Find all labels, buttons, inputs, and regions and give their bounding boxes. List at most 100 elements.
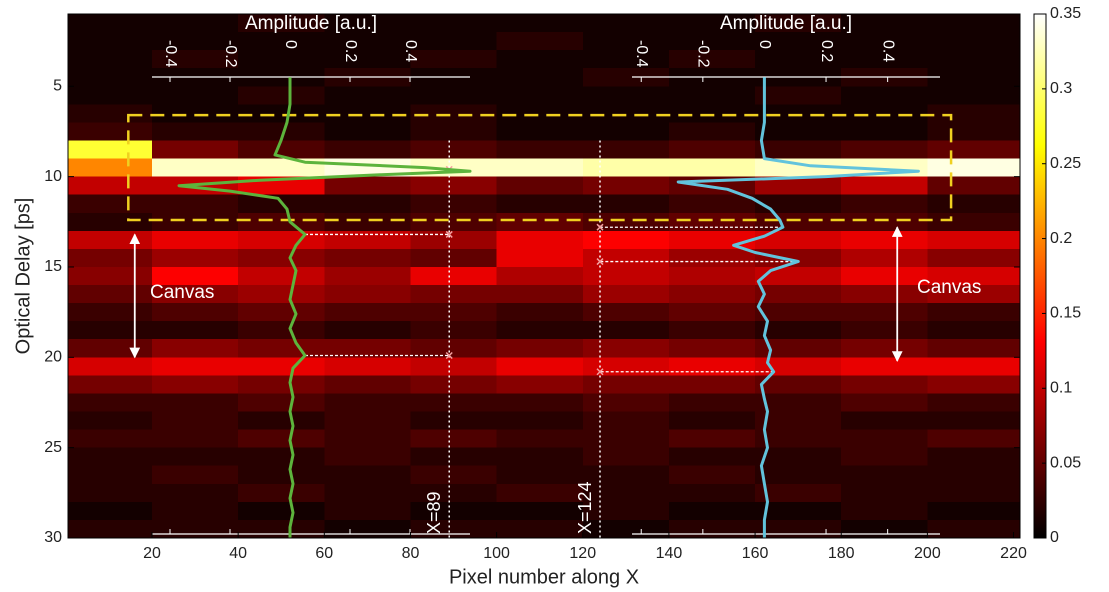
heatmap-cell [496, 501, 584, 521]
heatmap-cell [927, 158, 1020, 178]
heatmap-cell [927, 321, 1020, 340]
heatmap-cell [68, 104, 153, 123]
colorbar-tick-label: 0.1 [1050, 380, 1072, 397]
heatmap-cell [410, 86, 498, 105]
heatmap-cell [841, 465, 928, 485]
heatmap-cell [238, 303, 325, 322]
inset-tick-label: 0 [282, 40, 299, 49]
heatmap-cell [582, 212, 670, 232]
inset-tick-label: -0.2 [222, 40, 239, 68]
heatmap-cell [410, 411, 498, 431]
heatmap-cell [324, 519, 411, 538]
heatmap-cell [841, 285, 928, 304]
heatmap-cell [496, 14, 584, 33]
heatmap-cell [496, 104, 584, 123]
heatmap-cell [582, 248, 670, 268]
heatmap-cell [755, 483, 842, 503]
heatmap-cell [927, 50, 1020, 69]
heatmap-cell [152, 140, 239, 160]
heatmap-cell [324, 194, 411, 214]
heatmap-cell [68, 375, 153, 394]
heatmap-cell [324, 176, 411, 196]
x-tick-label: 160 [742, 545, 769, 562]
heatmap-cell [324, 104, 411, 123]
heatmap-cell [755, 357, 842, 376]
heatmap-cell [755, 248, 842, 268]
heatmap-cell [410, 266, 498, 286]
heatmap-cell [582, 14, 670, 33]
heatmap-cell [582, 122, 670, 141]
heatmap-cell [927, 122, 1020, 141]
heatmap-cell [927, 465, 1020, 485]
heatmap-cell [755, 50, 842, 69]
heatmap-cell [582, 375, 670, 394]
heatmap-cell [238, 285, 325, 304]
heatmap-cell [324, 140, 411, 160]
heatmap-cell [238, 122, 325, 141]
colorbar [1033, 13, 1047, 539]
heatmap-cell [238, 140, 325, 160]
heatmap-cell [410, 176, 498, 196]
heatmap-cell [668, 519, 756, 538]
heatmap-cell [68, 339, 153, 358]
heatmap-cell [68, 50, 153, 69]
heatmap-cell [324, 429, 411, 449]
heatmap-cell [410, 248, 498, 268]
heatmap-cell [238, 375, 325, 394]
heatmap-cell [927, 447, 1020, 467]
heatmap-cell [582, 393, 670, 413]
heatmap-cell [755, 230, 842, 250]
heatmap-cell [324, 411, 411, 431]
heatmap-cell [841, 176, 928, 196]
heatmap-cell [68, 248, 153, 268]
annotation: Canvas [917, 277, 981, 298]
heatmap-cell [324, 122, 411, 141]
heatmap-cell [68, 176, 153, 196]
heatmap-cell [582, 86, 670, 105]
x-tick-label: 200 [914, 545, 941, 562]
heatmap-cell [841, 447, 928, 467]
heatmap-cell [841, 50, 928, 69]
heatmap-cell [755, 194, 842, 214]
heatmap-cell [582, 68, 670, 87]
heatmap-cell [668, 393, 756, 413]
pick-point [596, 258, 604, 266]
heatmap-cell [68, 86, 153, 105]
heatmap-cell [668, 122, 756, 141]
heatmap-cell [755, 303, 842, 322]
heatmap-cell [496, 411, 584, 431]
heatmap-cell [582, 230, 670, 250]
y-axis-label: Optical Delay [ps] [12, 198, 34, 355]
heatmap-cell [152, 32, 239, 51]
heatmap-cell [927, 32, 1020, 51]
heatmap-cell [668, 194, 756, 214]
heatmap-cell [668, 321, 756, 340]
heatmap-cell [410, 465, 498, 485]
axes-frame [67, 13, 1021, 539]
heatmap-cell [410, 447, 498, 467]
heatmap-cell [410, 429, 498, 449]
heatmap-cell [755, 86, 842, 105]
heatmap-cell [496, 519, 584, 538]
heatmap-cell [410, 393, 498, 413]
heatmap-cell [668, 447, 756, 467]
heatmap-cell [496, 429, 584, 449]
heatmap-cell [68, 212, 153, 232]
heatmap-cell [238, 429, 325, 449]
heatmap-cell [324, 501, 411, 521]
heatmap-cell [755, 122, 842, 141]
heatmap-cell [238, 50, 325, 69]
inset-title: Amplitude [a.u.] [245, 13, 377, 34]
heatmap-cell [582, 357, 670, 376]
heatmap-cell [582, 465, 670, 485]
heatmap-cell [582, 266, 670, 286]
heatmap-cell [324, 14, 411, 33]
heatmap-cell [68, 501, 153, 521]
heatmap-cell [668, 357, 756, 376]
x-tick-label: 40 [229, 545, 247, 562]
x-tick-label: 220 [1000, 545, 1027, 562]
heatmap-cell [496, 212, 584, 232]
inset-tick-label: -0.4 [633, 40, 650, 68]
heatmap-cell [410, 285, 498, 304]
